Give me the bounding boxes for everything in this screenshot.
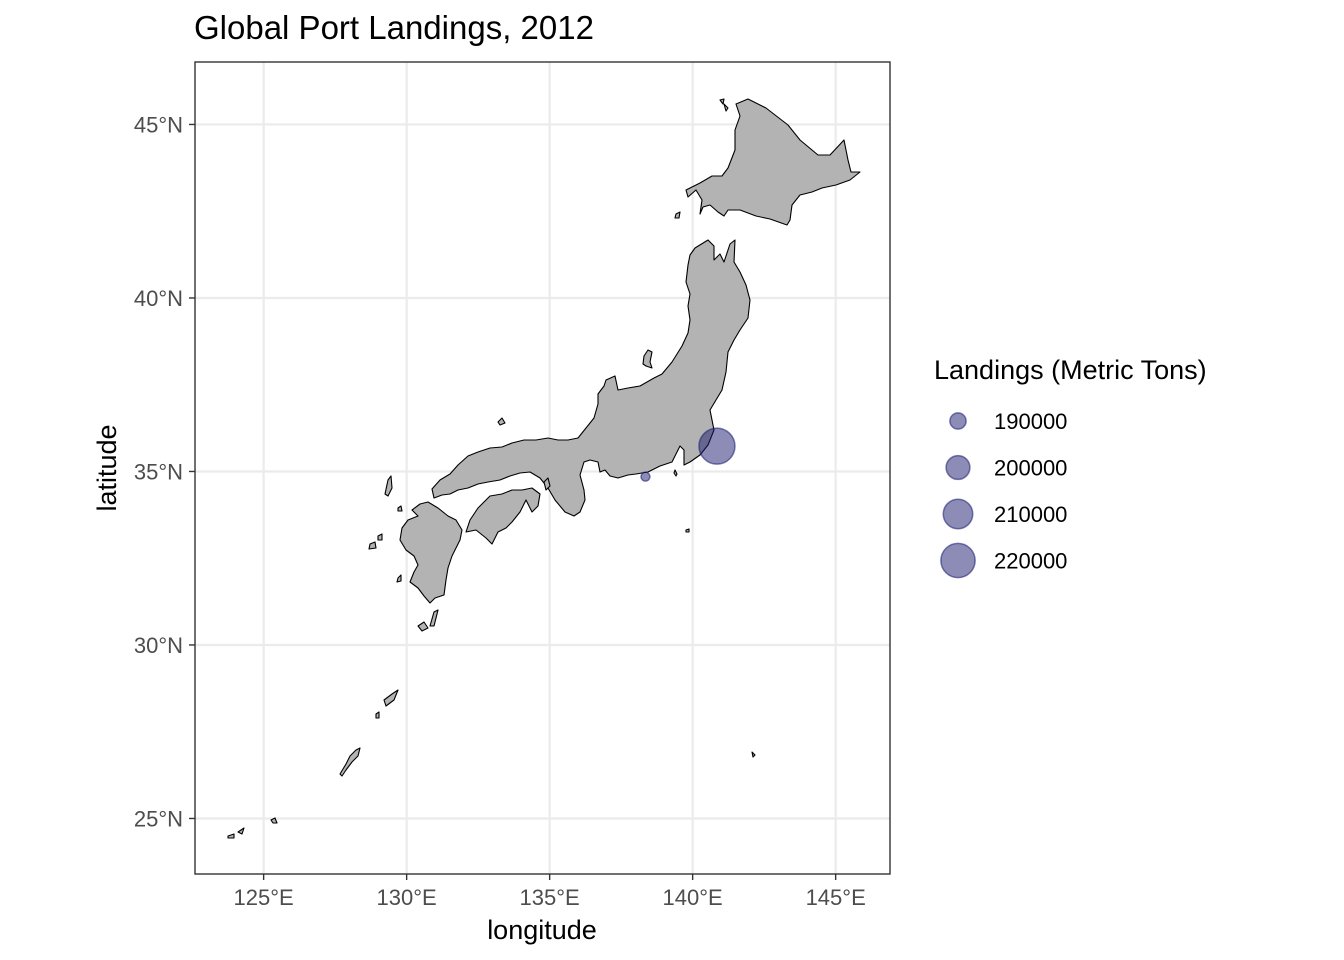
tanegashima-island	[429, 609, 439, 627]
y-tick-label: 25°N	[134, 806, 183, 831]
port-point	[640, 471, 651, 482]
awaji-island	[543, 477, 551, 491]
legend-key-circle	[940, 542, 976, 579]
amami-island	[383, 689, 399, 707]
legend-title: Landings (Metric Tons)	[934, 355, 1207, 385]
x-tick-label: 130°E	[377, 885, 437, 910]
shikoku-island	[465, 487, 541, 545]
x-tick-label: 145°E	[806, 885, 866, 910]
y-tick-label: 45°N	[134, 112, 183, 137]
y-tick-label: 30°N	[134, 633, 183, 658]
ishigaki-island	[227, 827, 245, 839]
tokunoshima-island	[375, 711, 380, 719]
tsushima-island	[384, 475, 393, 497]
x-tick-label: 135°E	[520, 885, 580, 910]
yakushima-island	[417, 621, 429, 632]
legend-key-label: 200000	[994, 456, 1067, 481]
japan-landmass	[227, 98, 861, 839]
legend-key-label: 220000	[994, 549, 1067, 574]
rishiri-island	[719, 98, 729, 112]
oki-island	[497, 417, 506, 426]
iki-island	[397, 505, 403, 512]
legend-key-circle	[949, 412, 967, 430]
oshima-island	[685, 528, 690, 533]
x-tick-label: 125°E	[234, 885, 294, 910]
miyako-island	[270, 817, 278, 824]
port-point	[698, 427, 736, 465]
map-title: Global Port Landings, 2012	[194, 9, 594, 46]
goto-islands	[368, 533, 383, 550]
y-tick-label: 35°N	[134, 459, 183, 484]
port-points	[640, 427, 736, 482]
legend-key-circle	[945, 454, 971, 481]
y-tick-label: 40°N	[134, 286, 183, 311]
okinawa-island	[339, 747, 361, 777]
y-axis-ticks: 25°N 30°N 35°N 40°N 45°N	[134, 112, 195, 831]
hachijo-island	[673, 469, 678, 477]
map-panel-border	[194, 61, 891, 875]
okushiri-island	[674, 211, 681, 219]
kyushu-island	[399, 501, 463, 604]
torishima-island	[751, 751, 756, 758]
x-axis-title: longitude	[487, 915, 597, 945]
legend-key-label: 190000	[994, 409, 1067, 434]
x-axis-ticks: 125°E 130°E 135°E 140°E 145°E	[234, 874, 866, 910]
y-axis-title: latitude	[92, 424, 122, 511]
x-tick-label: 140°E	[663, 885, 723, 910]
legend-key-label: 210000	[994, 502, 1067, 527]
koshiki-island	[396, 574, 402, 583]
size-legend: Landings (Metric Tons) 190000 200000 21000…	[934, 355, 1207, 579]
sado-island	[642, 349, 653, 369]
honshu-island	[431, 239, 751, 517]
hokkaido-island	[685, 98, 861, 226]
legend-key-circle	[942, 498, 974, 530]
